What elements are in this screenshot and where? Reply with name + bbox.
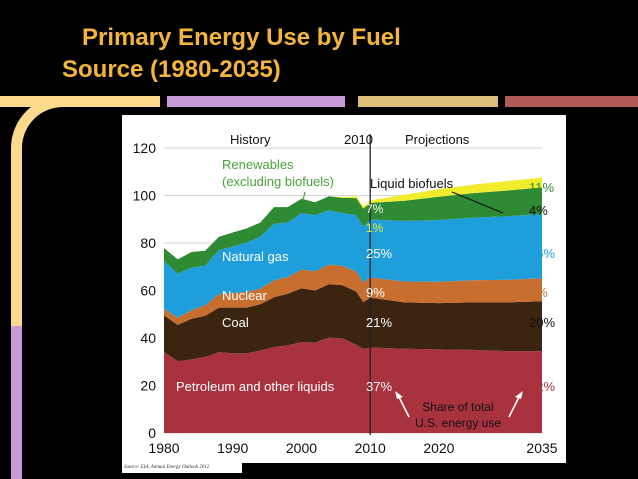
source-note: Source: EIA, Annual Energy Outlook 2012 [122, 463, 242, 473]
x-tick-label-2035: 2035 [526, 440, 557, 456]
renewables-pointer [302, 191, 306, 201]
x-tick-label-2020: 2020 [423, 440, 454, 456]
decor-bar-red [505, 96, 638, 107]
annotation-share-line-2: U.S. energy use [415, 416, 501, 430]
x-tick-label-2010: 2010 [355, 440, 386, 456]
share-2035-gas: 26% [529, 246, 555, 261]
series-label-nuclear: Nuclear [222, 288, 267, 303]
decor-bar-gold [358, 96, 498, 107]
x-tick-label-2000: 2000 [286, 440, 317, 456]
series-label-biofuels: Liquid biofuels [370, 176, 454, 191]
series-label-petroleum: Petroleum and other liquids [176, 379, 335, 394]
y-tick-label-80: 80 [140, 235, 156, 251]
decor-frame-curve [11, 96, 74, 326]
x-tick-label-1990: 1990 [217, 440, 248, 456]
share-2010-biofuels: 1% [366, 221, 384, 235]
decor-bar-yellow [0, 96, 160, 107]
share-2010-coal: 21% [366, 315, 392, 330]
annotation-arrowhead-left [395, 391, 403, 399]
annotation-arrow-left [397, 394, 410, 418]
y-tick-label-40: 40 [140, 330, 156, 346]
y-tick-label-120: 120 [133, 140, 157, 156]
y-tick-label-100: 100 [133, 188, 157, 204]
share-2035-petroleum: 32% [529, 379, 555, 394]
share-2010-nuclear: 9% [366, 285, 385, 300]
y-tick-label-20: 20 [140, 378, 156, 394]
area-liquid-biofuels [164, 177, 542, 260]
area-coal [164, 284, 542, 362]
x-tick-label-1980: 1980 [148, 440, 179, 456]
annotation-share-line-1: Share of total [422, 400, 493, 414]
share-2010-renewables: 7% [366, 202, 384, 216]
series-label-renewables-sub: (excluding biofuels) [222, 174, 334, 189]
annotation-arrow-right [508, 394, 521, 418]
slide-title-line-1: Primary Energy Use by Fuel [82, 24, 401, 51]
series-label-coal: Coal [222, 315, 249, 330]
share-2035-nuclear: 9% [529, 285, 548, 300]
period-label-2010: 2010 [344, 132, 373, 147]
series-label-gas: Natural gas [222, 249, 289, 264]
series-label-renewables: Renewables [222, 157, 294, 172]
share-2035-coal: 20% [529, 315, 555, 330]
area-natural-gas [164, 210, 542, 318]
y-tick-label-60: 60 [140, 283, 156, 299]
slide-title-line-2: Source (1980-2035) [62, 56, 281, 83]
biofuels-pointer [451, 191, 504, 214]
annotation-arrowhead-right [515, 391, 523, 399]
area-nuclear [164, 264, 542, 325]
share-2035-renewables: 11% [529, 180, 554, 195]
slide-title: Primary Energy Use by Fuel Source (1980-… [62, 22, 532, 86]
area-renewables-excluding-biofuels [164, 187, 542, 274]
chart-panel: 0 20 40 60 80 100 120 1980 1990 2000 2010 2020 2035… [122, 115, 566, 463]
area-petroleum-and-other-liquids [164, 337, 542, 433]
decor-bar-purple [167, 96, 345, 107]
period-label-projections: Projections [405, 132, 470, 147]
share-2035-biofuels: 4% [529, 203, 548, 218]
y-tick-label-0: 0 [148, 425, 156, 441]
energy-use-chart: 0 20 40 60 80 100 120 1980 1990 2000 2010 2020 2035… [133, 132, 558, 456]
share-2010-gas: 25% [366, 246, 392, 261]
decor-bar-left-purple [11, 326, 22, 479]
share-2010-petroleum: 37% [366, 379, 392, 394]
period-label-history: History [230, 132, 271, 147]
